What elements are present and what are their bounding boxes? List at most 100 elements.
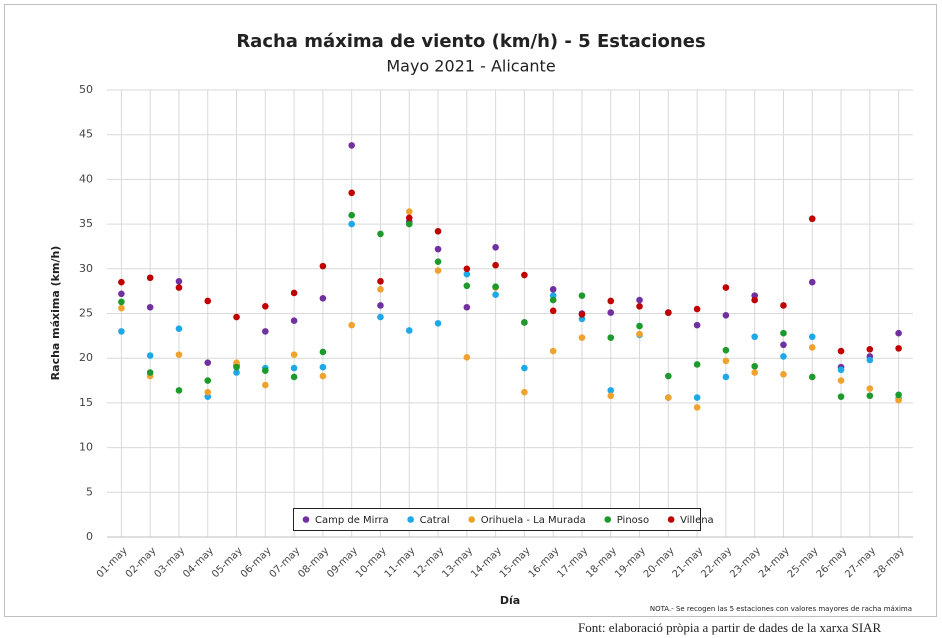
point	[866, 392, 874, 400]
x-tick-label: 19-may	[613, 545, 648, 580]
point	[895, 345, 902, 352]
point	[492, 291, 499, 299]
point	[895, 396, 902, 404]
x-tick-label: 04-may	[181, 545, 216, 580]
x-tick-label: 15-may	[498, 545, 533, 580]
point	[837, 366, 845, 374]
x-tick-label: 12-may	[412, 545, 447, 580]
point	[405, 214, 413, 222]
point	[751, 333, 758, 341]
point	[722, 346, 730, 354]
point	[578, 292, 586, 299]
point	[262, 303, 269, 310]
point	[521, 388, 528, 396]
point	[780, 353, 787, 360]
legend-box	[293, 508, 701, 531]
point	[290, 289, 298, 297]
point	[434, 258, 442, 265]
y-tick-label: 10	[79, 441, 93, 454]
point	[262, 328, 269, 335]
point	[808, 278, 816, 286]
point	[175, 325, 183, 332]
y-tick-label: 50	[79, 83, 93, 96]
x-tick-label: 23-may	[728, 545, 763, 580]
x-tick-label: 27-may	[843, 545, 878, 580]
legend-label: Catral	[420, 515, 450, 526]
x-tick-label: 25-may	[786, 545, 821, 580]
legend-marker	[667, 516, 675, 523]
point	[118, 304, 125, 312]
x-tick-label: 02-may	[124, 545, 159, 580]
point	[262, 381, 269, 389]
point	[146, 274, 154, 282]
point	[118, 278, 125, 286]
point	[665, 309, 672, 316]
point	[693, 404, 701, 411]
x-tick-label: 11-may	[383, 545, 418, 580]
y-tick-label: 40	[79, 172, 93, 185]
point	[722, 373, 730, 381]
point	[146, 369, 154, 376]
x-tick-label: 09-may	[325, 545, 360, 580]
point	[319, 295, 327, 302]
point	[463, 265, 471, 273]
point	[118, 298, 125, 306]
point	[463, 303, 471, 311]
y-axis-label: Racha máxima (km/h)	[49, 246, 62, 381]
x-tick-label: 03-may	[152, 545, 187, 580]
point	[233, 313, 240, 321]
point	[319, 363, 327, 371]
point	[578, 311, 586, 318]
legend-marker	[302, 516, 310, 523]
point	[348, 220, 355, 228]
point	[607, 297, 615, 305]
source: Font: elaboració pròpia a partir de dade…	[578, 620, 882, 635]
point	[204, 359, 212, 366]
point	[808, 344, 816, 351]
point	[521, 364, 528, 372]
point	[118, 328, 125, 335]
point	[377, 230, 384, 238]
y-tick-label: 35	[79, 217, 93, 230]
chart-frame	[4, 4, 937, 617]
x-tick-label: 13-may	[440, 545, 475, 580]
y-tick-label: 0	[86, 530, 93, 543]
y-tick-label: 25	[79, 307, 93, 320]
point	[405, 220, 413, 228]
chart-subtitle: Mayo 2021 - Alicante	[386, 57, 555, 76]
point	[636, 322, 643, 330]
point	[607, 392, 615, 400]
point	[463, 282, 471, 290]
point	[204, 377, 212, 384]
point	[175, 278, 183, 285]
x-axis-label: Día	[500, 594, 520, 607]
point	[290, 317, 298, 324]
point	[636, 296, 643, 304]
point	[348, 142, 355, 149]
point	[722, 311, 730, 319]
point	[233, 363, 240, 371]
point	[751, 369, 758, 376]
point	[780, 341, 787, 349]
point	[636, 303, 643, 310]
note: NOTA.- Se recogen las 5 estaciones con v…	[650, 605, 912, 613]
x-tick-label: 28-may	[872, 545, 907, 580]
x-tick-label: 10-may	[354, 545, 389, 580]
point	[118, 290, 125, 298]
legend-label: Villena	[680, 515, 714, 526]
point	[463, 270, 471, 278]
point	[233, 369, 240, 376]
point	[549, 286, 557, 293]
point	[693, 321, 701, 329]
point	[377, 313, 384, 321]
x-tick-label: 17-may	[555, 545, 590, 580]
chart-title: Racha máxima de viento (km/h) - 5 Estaci…	[236, 31, 705, 52]
point	[319, 262, 327, 270]
point	[290, 351, 298, 358]
point	[434, 227, 442, 235]
y-tick-label: 5	[86, 485, 93, 498]
point	[377, 286, 384, 293]
point	[146, 352, 154, 359]
y-tick-label: 45	[79, 128, 93, 141]
legend-label: Pinoso	[617, 515, 649, 526]
